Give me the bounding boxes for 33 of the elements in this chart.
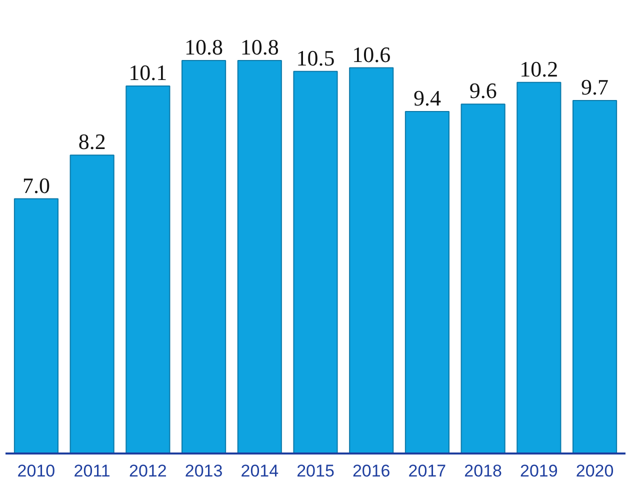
bar xyxy=(460,104,506,454)
x-tick-label: 2016 xyxy=(352,462,390,479)
data-label: 10.5 xyxy=(296,45,335,70)
bar xyxy=(349,67,394,454)
data-label: 10.8 xyxy=(240,34,279,60)
x-tick-label: 2013 xyxy=(184,462,223,479)
data-label: 9.6 xyxy=(469,78,497,104)
data-label: 10.6 xyxy=(352,42,391,67)
x-tick-label: 2014 xyxy=(240,462,279,479)
x-tick-label: 2019 xyxy=(520,462,558,479)
bar xyxy=(237,60,282,454)
bar xyxy=(126,85,170,454)
x-tick-label: 2015 xyxy=(296,462,334,479)
bar xyxy=(14,198,59,454)
x-tick-label: 2018 xyxy=(464,462,502,479)
data-label: 9.7 xyxy=(581,74,609,100)
data-label: 7.0 xyxy=(22,172,50,198)
bar xyxy=(182,60,226,454)
x-tick-label: 2010 xyxy=(17,462,56,479)
bar xyxy=(516,82,562,454)
bar xyxy=(70,154,114,454)
bar xyxy=(404,110,450,454)
x-tick-label: 2020 xyxy=(576,462,614,479)
x-tick-label: 2011 xyxy=(74,462,110,479)
data-label: 10.8 xyxy=(184,34,224,60)
x-tick-label: 2017 xyxy=(408,462,446,479)
x-tick-label: 2012 xyxy=(129,462,167,479)
data-label: 9.4 xyxy=(413,85,441,110)
bar xyxy=(572,100,618,454)
data-label: 10.2 xyxy=(520,56,558,82)
data-label: 10.1 xyxy=(128,60,168,85)
data-label: 8.2 xyxy=(78,129,106,154)
bar xyxy=(293,70,338,454)
